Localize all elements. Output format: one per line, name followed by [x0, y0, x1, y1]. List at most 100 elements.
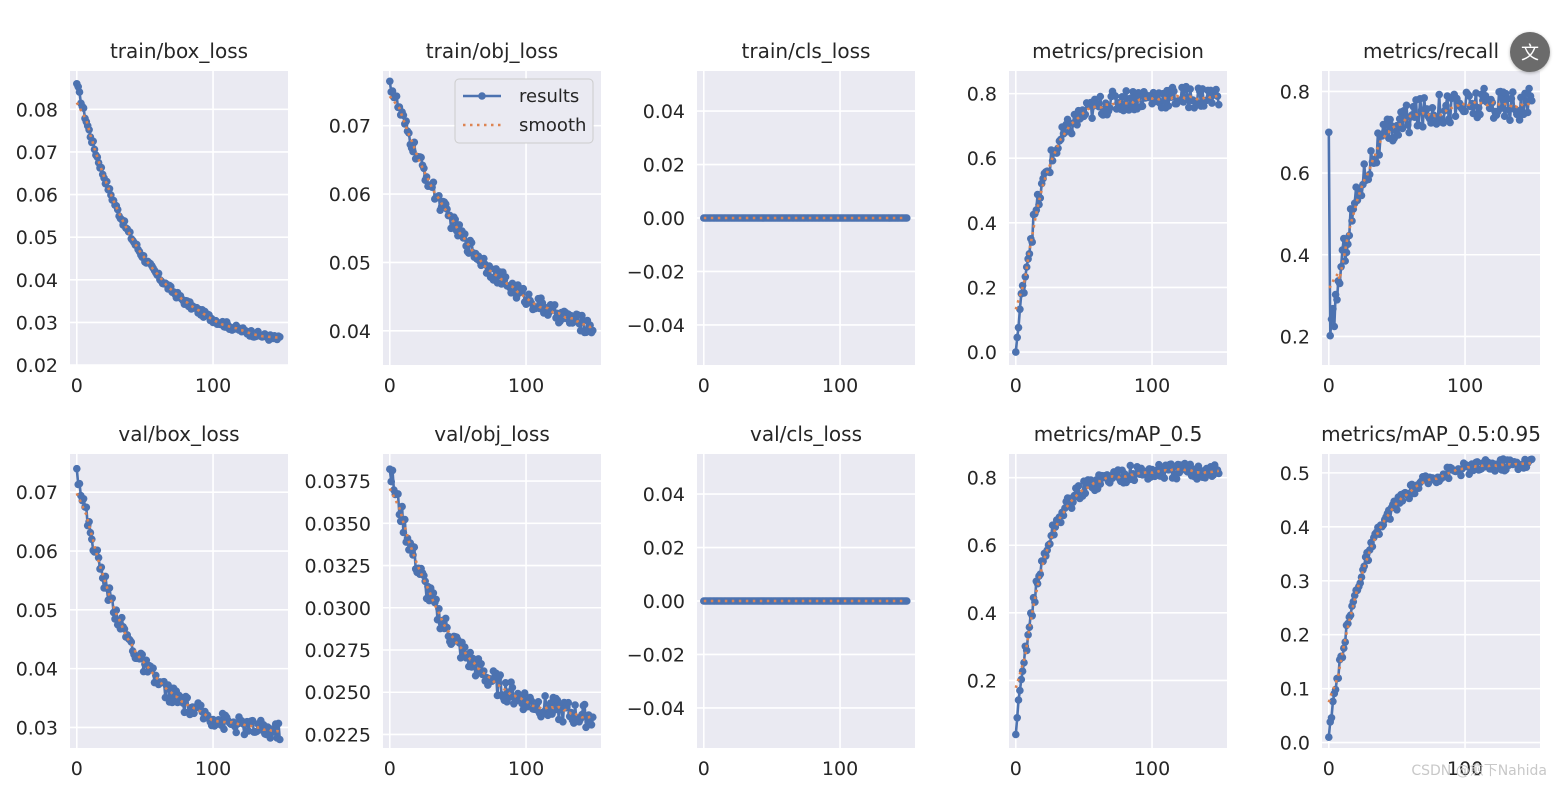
results-point — [571, 701, 579, 709]
results-point — [1367, 147, 1375, 155]
subplot-title: val/cls_loss — [750, 422, 862, 446]
plot-area — [1009, 71, 1227, 365]
results-point — [1215, 469, 1223, 478]
y-tick-label: 0.06 — [329, 184, 371, 206]
smooth-line — [1014, 467, 1220, 689]
y-tick-label: 0.0275 — [305, 640, 371, 662]
y-tick-label: 0.0375 — [305, 471, 371, 493]
results-point — [550, 301, 559, 309]
results-point — [559, 718, 567, 726]
subplot-title: train/box_loss — [110, 39, 248, 63]
results-point — [903, 214, 911, 222]
results-point — [466, 648, 475, 657]
legend-smooth-label: smooth — [519, 115, 586, 136]
results-point — [1337, 263, 1345, 271]
y-tick-label: 0.4 — [967, 213, 997, 235]
results-point — [1016, 305, 1024, 314]
results-point — [1344, 240, 1352, 248]
results-point — [1341, 638, 1349, 646]
x-tick-label: 100 — [508, 375, 544, 397]
results-point — [88, 535, 96, 544]
legend-results-label: results — [519, 86, 579, 107]
results-point — [1442, 101, 1450, 110]
results-point — [1087, 476, 1095, 484]
results-point — [1507, 94, 1516, 103]
x-tick-label: 0 — [698, 758, 710, 780]
results-point — [388, 466, 397, 475]
results-point — [1386, 115, 1394, 124]
results-point — [534, 698, 543, 706]
y-tick-label: 0.04 — [16, 270, 58, 292]
y-tick-label: 0.5 — [1280, 463, 1310, 485]
results-point — [79, 495, 88, 503]
results-point — [496, 671, 505, 679]
results-point — [1509, 88, 1517, 96]
results-point — [395, 510, 404, 519]
results-point — [276, 333, 284, 341]
y-tick-label: 0.8 — [967, 468, 997, 490]
results-point — [1428, 104, 1437, 112]
results-point — [127, 638, 136, 646]
x-tick-label: 100 — [195, 375, 231, 397]
results-point — [85, 518, 93, 526]
results-point — [1439, 119, 1448, 127]
results-point — [903, 597, 911, 605]
results-point — [154, 269, 163, 278]
results-point — [183, 694, 191, 702]
y-tick-label: 0.8 — [967, 84, 997, 106]
y-tick-label: 0.05 — [329, 252, 371, 274]
legend: results smooth — [454, 78, 594, 144]
results-point — [86, 528, 95, 537]
results-point — [1213, 92, 1222, 100]
results-point — [461, 230, 469, 238]
smooth-line — [1014, 94, 1220, 310]
results-point — [1096, 92, 1105, 101]
y-tick-label: 0.2 — [1280, 326, 1310, 348]
results-point — [1081, 489, 1090, 498]
y-tick-label: 0.0225 — [305, 724, 371, 746]
x-tick-label: 100 — [1447, 758, 1483, 780]
results-point — [387, 477, 396, 486]
results-point — [1345, 231, 1354, 240]
x-tick-label: 100 — [822, 375, 858, 397]
y-tick-label: 0.3 — [1280, 571, 1310, 593]
results-point — [1017, 675, 1026, 684]
y-tick-label: 0.07 — [329, 116, 371, 138]
results-point — [525, 290, 533, 299]
results-point — [220, 725, 228, 733]
results-point — [1074, 482, 1083, 490]
results-point — [1012, 348, 1020, 356]
y-tick-label: 0.6 — [1280, 163, 1310, 185]
y-tick-label: 0.08 — [16, 99, 58, 121]
results-point — [1465, 92, 1473, 100]
results-point — [1405, 128, 1413, 137]
x-tick-label: 0 — [1323, 758, 1335, 780]
results-point — [232, 728, 240, 737]
results-point — [1528, 96, 1536, 105]
results-point — [1420, 94, 1428, 102]
results-point — [386, 77, 394, 86]
results-point — [1164, 102, 1173, 110]
y-tick-label: 0.4 — [967, 603, 997, 625]
results-point — [1528, 455, 1536, 464]
results-point — [388, 87, 397, 95]
results-point — [1364, 556, 1373, 565]
results-point — [1469, 466, 1477, 475]
results-point — [1326, 331, 1334, 340]
results-point — [1474, 104, 1483, 112]
y-tick-label: 0.0250 — [305, 682, 371, 704]
smooth-line — [388, 95, 594, 329]
results-point — [461, 643, 469, 651]
y-tick-label: 0.2 — [967, 670, 997, 692]
subplot-title: train/obj_loss — [426, 39, 558, 63]
subplot-title: metrics/mAP_0.5 — [1034, 422, 1203, 446]
translate-icon[interactable]: 文 — [1510, 32, 1550, 72]
results-point — [508, 683, 517, 692]
x-tick-label: 0 — [384, 758, 396, 780]
results-point — [1012, 730, 1020, 739]
results-point — [477, 660, 485, 668]
smooth-line — [1328, 100, 1533, 289]
results-point — [1344, 619, 1352, 628]
subplot-title: metrics/precision — [1032, 39, 1204, 63]
y-tick-label: −0.02 — [627, 644, 685, 666]
